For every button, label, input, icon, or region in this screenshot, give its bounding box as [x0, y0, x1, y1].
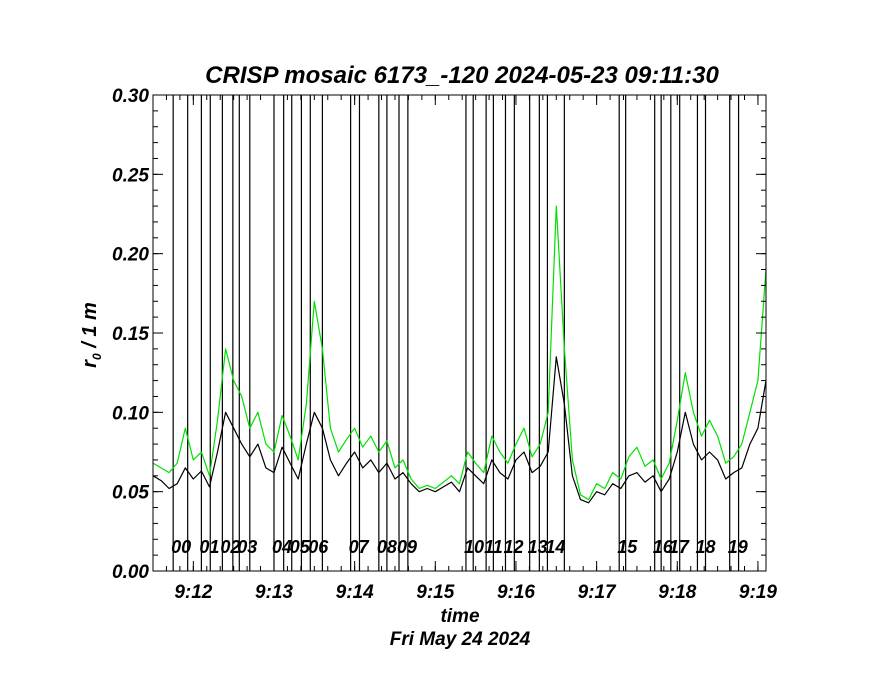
svg-text:r0 / 1 m: r0 / 1 m: [79, 302, 104, 368]
data-series: [152, 205, 767, 504]
marker-label-16: 16: [653, 537, 674, 557]
marker-label-02: 02: [220, 537, 240, 557]
y-axis-label: r0 / 1 m: [79, 302, 104, 368]
y-tick-label: 0.15: [112, 324, 149, 345]
marker-label-09: 09: [397, 537, 417, 557]
y-tick-label: 0.00: [112, 562, 149, 583]
marker-label-04: 04: [272, 537, 292, 557]
x-tick-label: 9:18: [658, 582, 696, 603]
marker-label-07: 07: [349, 537, 370, 557]
marker-lines: [172, 95, 740, 571]
marker-label-12: 12: [503, 537, 523, 557]
plot-frame: [152, 94, 767, 572]
x-tick-label: 9:14: [336, 582, 374, 603]
x-tick-label: 9:16: [497, 582, 535, 603]
series-line-green: [152, 205, 767, 501]
x-tick-label: 9:12: [174, 582, 212, 603]
marker-label-11: 11: [484, 537, 503, 557]
x-axis-label: time: [440, 606, 480, 627]
marker-label-15: 15: [617, 537, 638, 557]
y-tick-label: 0.10: [112, 403, 149, 424]
axes: 0.00 0.05 0.10 0.15 0.20 0.25 0.30 9:12 9:13 9:14…: [112, 86, 777, 603]
y-tick-label: 0.25: [112, 165, 149, 186]
marker-label-08: 08: [377, 537, 397, 557]
y-axis-label-rest: / 1 m: [79, 302, 101, 353]
marker-label-18: 18: [695, 537, 715, 557]
series-line-black: [152, 356, 767, 504]
y-axis-label-sub: 0: [90, 353, 104, 360]
x-tick-label: 9:13: [255, 582, 293, 603]
marker-label-03: 03: [237, 537, 257, 557]
y-tick-label: 0.30: [112, 86, 149, 107]
x-tick-label: 9:17: [578, 582, 617, 603]
marker-label-14: 14: [545, 537, 565, 557]
date-label: Fri May 24 2024: [390, 629, 531, 650]
marker-label-06: 06: [308, 537, 329, 557]
marker-label-17: 17: [669, 537, 690, 557]
y-tick-label: 0.20: [112, 245, 149, 266]
marker-label-05: 05: [290, 537, 311, 557]
marker-label-00: 00: [171, 537, 191, 557]
marker-label-01: 01: [199, 537, 219, 557]
y-tick-label: 0.05: [112, 483, 149, 504]
y-axis-label-main: r: [79, 359, 101, 368]
marker-label-10: 10: [464, 537, 484, 557]
chart-title: CRISP mosaic 6173_-120 2024-05-23 09:11:…: [205, 62, 719, 89]
x-tick-label: 9:15: [416, 582, 454, 603]
x-tick-label: 9:19: [739, 582, 777, 603]
marker-label-19: 19: [728, 537, 748, 557]
marker-label-13: 13: [528, 537, 548, 557]
